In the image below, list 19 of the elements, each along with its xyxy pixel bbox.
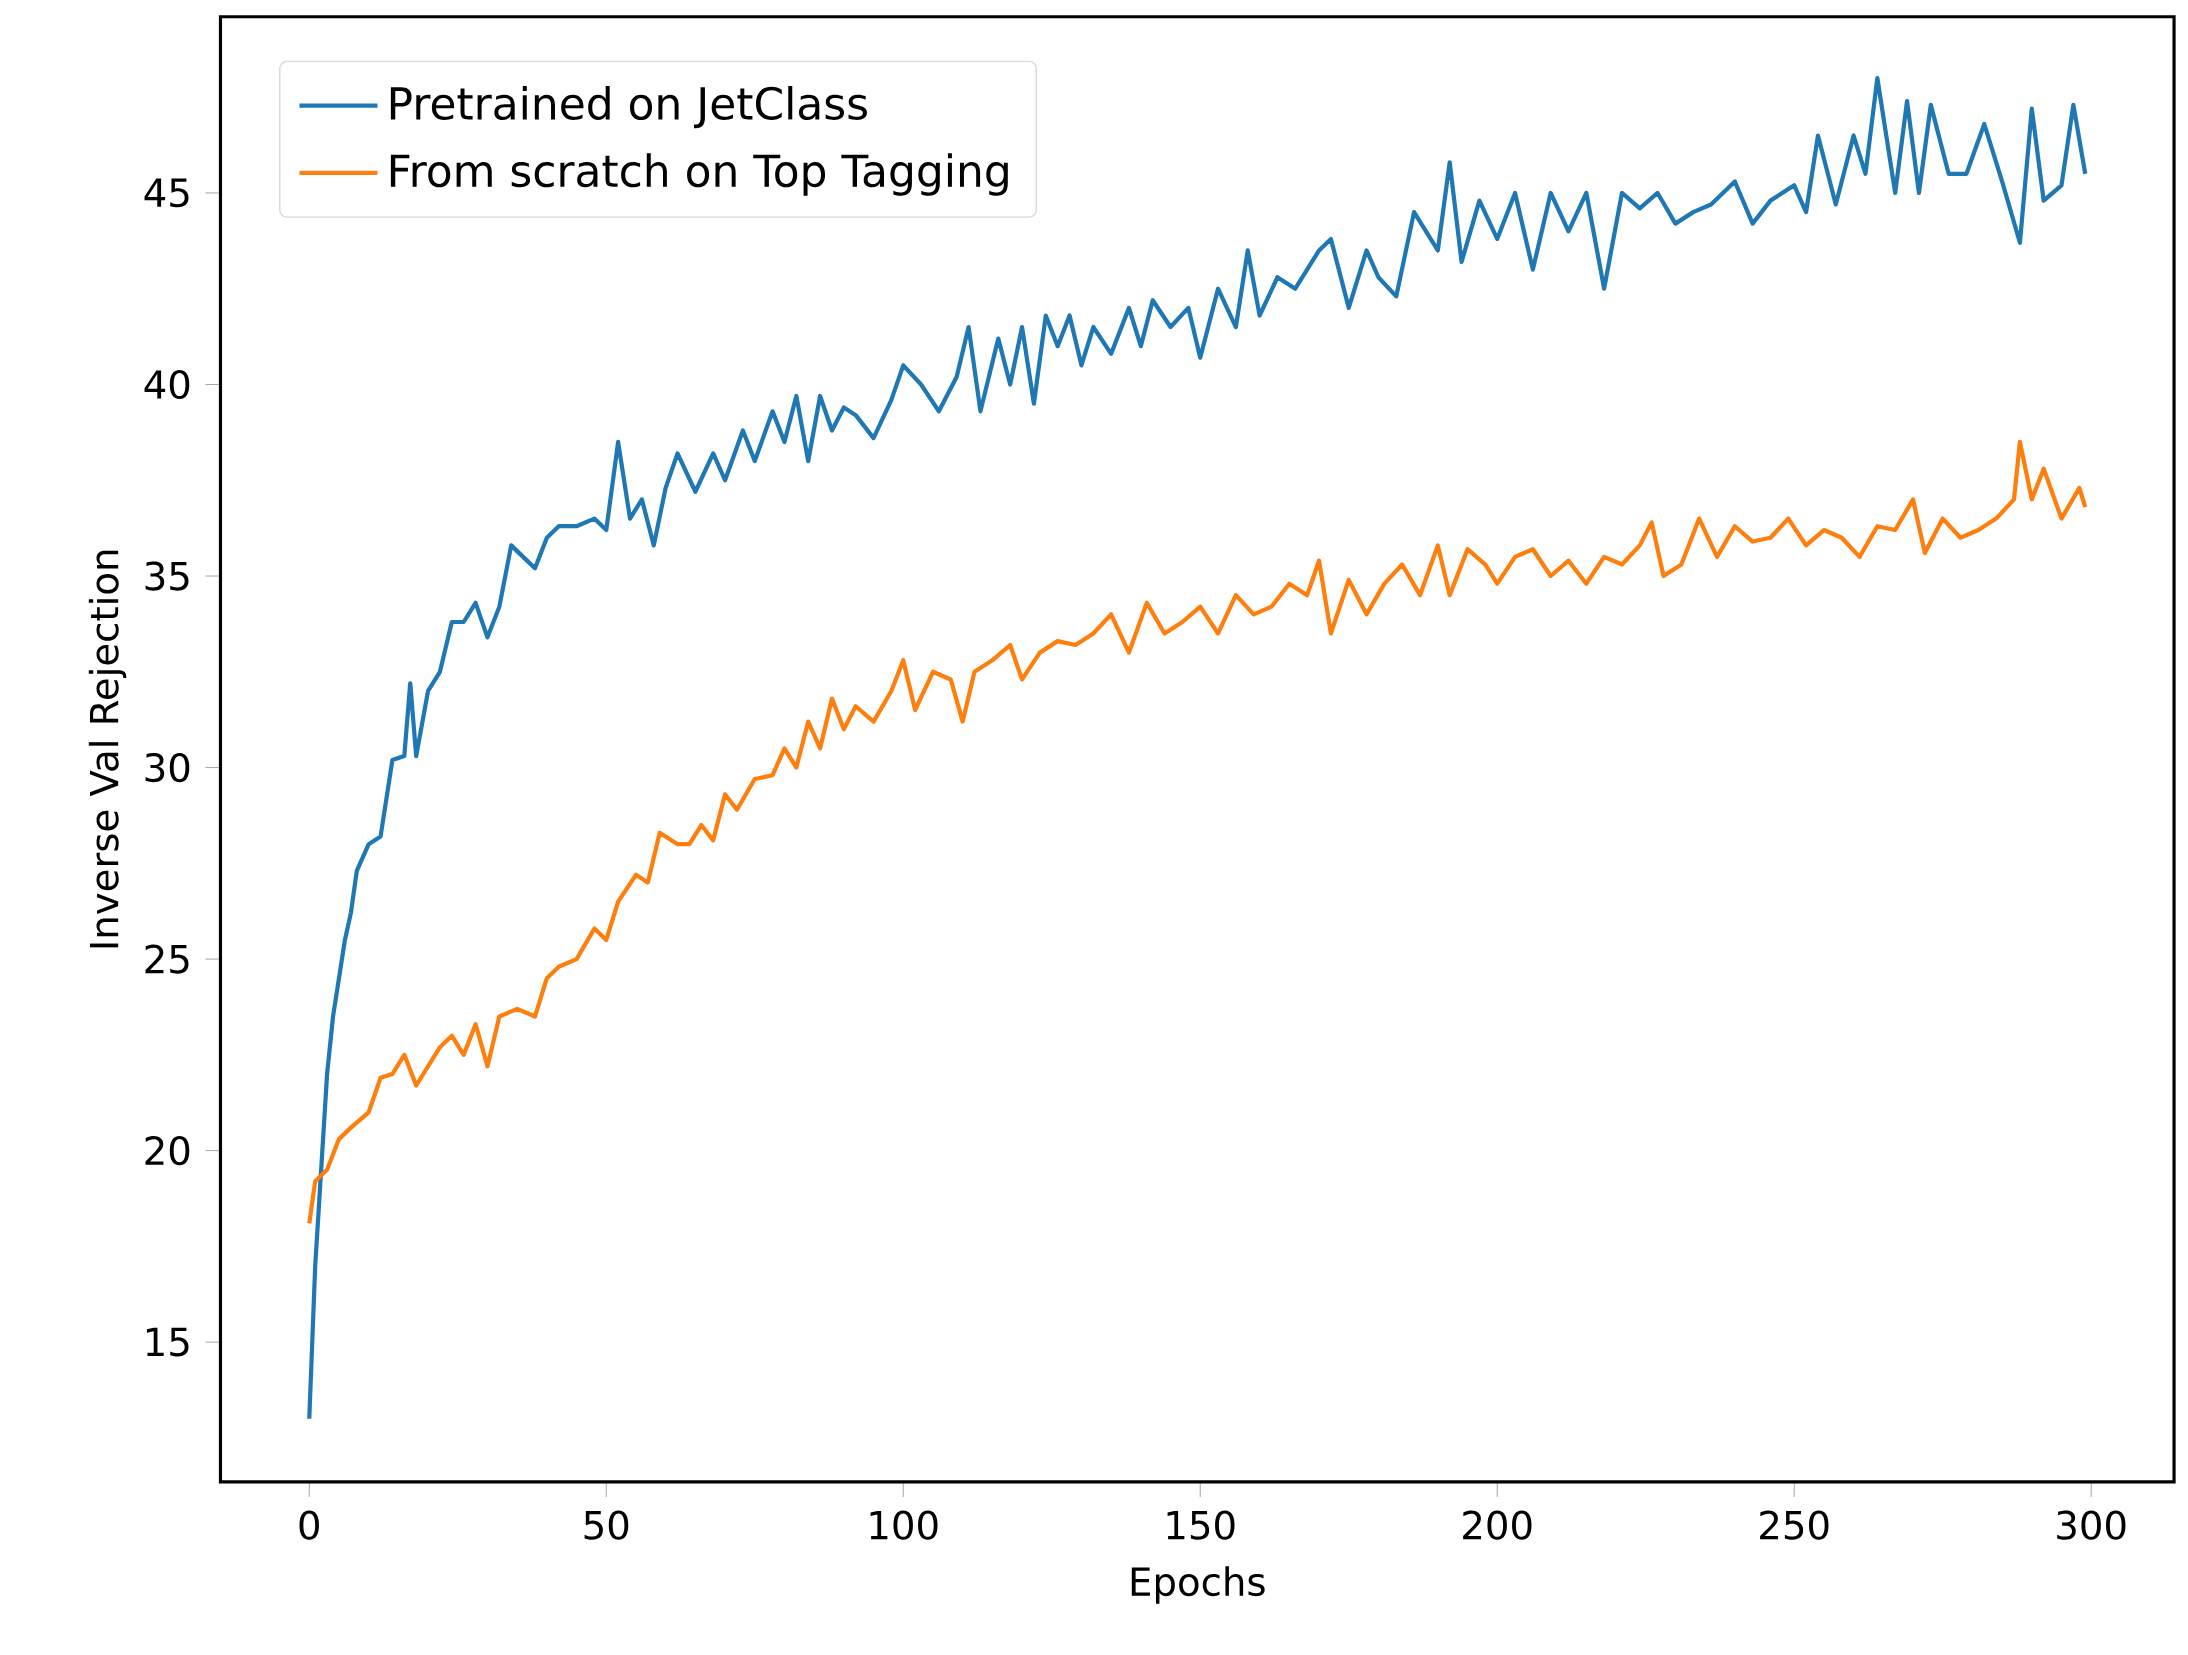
y-tick-label: 30 xyxy=(145,752,190,783)
y-axis-title: Inverse Val Rejection xyxy=(88,550,127,948)
x-tick-label: 300 xyxy=(2057,1510,2126,1540)
y-tick-label: 35 xyxy=(145,561,189,591)
y-tick-label: 40 xyxy=(144,369,190,400)
x-axis-title: Epochs xyxy=(1131,1566,1265,1604)
y-tick-label: 45 xyxy=(144,178,189,208)
x-tick-label: 50 xyxy=(584,1510,629,1540)
x-tick-label: 200 xyxy=(1463,1510,1532,1540)
x-tick-label: 250 xyxy=(1760,1510,1829,1540)
x-tick-label: 0 xyxy=(299,1510,319,1540)
line-series xyxy=(307,75,2088,1421)
y-tick-label: 25 xyxy=(145,944,189,974)
legend-label: Pretrained on JetClass xyxy=(390,85,867,129)
x-tick-label: 150 xyxy=(1167,1510,1235,1540)
legend-label: From scratch on Top Tagging xyxy=(390,153,1008,196)
y-tick-label: 20 xyxy=(145,1136,190,1166)
x-tick-label: 100 xyxy=(870,1510,938,1540)
y-tick-label: 15 xyxy=(146,1327,189,1357)
